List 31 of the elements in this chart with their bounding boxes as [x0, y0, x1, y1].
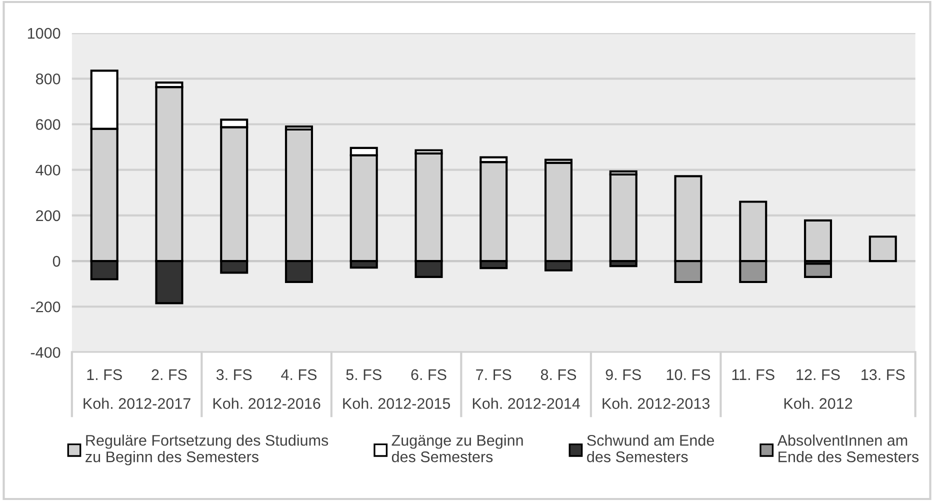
x-tick-label: 11. FS: [732, 369, 774, 380]
x-tick-label: 13. FS: [862, 369, 905, 380]
legend-label: Reguläre Fortsetzung des Studiums zu Beginn des Semesters: [86, 434, 328, 466]
legend-label: Schwund am Ende des Semesters: [587, 434, 714, 462]
x-tick-label: 4. FS: [281, 369, 317, 380]
x-tick-label: 7. FS: [476, 369, 512, 380]
y-tick-label: -200: [30, 301, 60, 312]
x-tick-label: 9. FS: [606, 369, 641, 380]
y-tick-label: 0: [52, 256, 60, 267]
text: Koh. 2012-2014: [472, 398, 580, 409]
x-tick-label: 3. FS: [216, 369, 252, 380]
text: Koh. 2012: [784, 398, 852, 409]
text: Koh. 2012-2013: [602, 398, 710, 409]
x-tick-label: 5. FS: [346, 369, 382, 380]
y-tick-label: 1000: [28, 28, 60, 39]
legend-label: Zugänge zu Beginn des Semesters: [392, 434, 523, 462]
x-tick-label: 8. FS: [540, 369, 576, 380]
x-tick-label: 12. FS: [796, 369, 840, 380]
text: Koh. 2012-2017: [84, 398, 190, 409]
y-tick-label: 800: [36, 74, 60, 84]
x-tick-label: 1. FS: [87, 369, 122, 380]
text: Koh. 2012-2015: [343, 398, 450, 409]
y-tick-label: -400: [30, 347, 60, 358]
x-tick-label: 6. FS: [411, 369, 446, 380]
x-tick-label: 10. FS: [666, 369, 710, 380]
y-tick-label: 600: [36, 119, 60, 130]
x-tick-label: 2. FS: [152, 369, 187, 380]
y-tick-label: 400: [36, 164, 60, 176]
y-tick-label: 200: [36, 210, 60, 222]
text: Koh. 2012-2016: [213, 398, 320, 409]
legend-label: AbsolventInnen am Ende des Semesters: [777, 434, 919, 462]
